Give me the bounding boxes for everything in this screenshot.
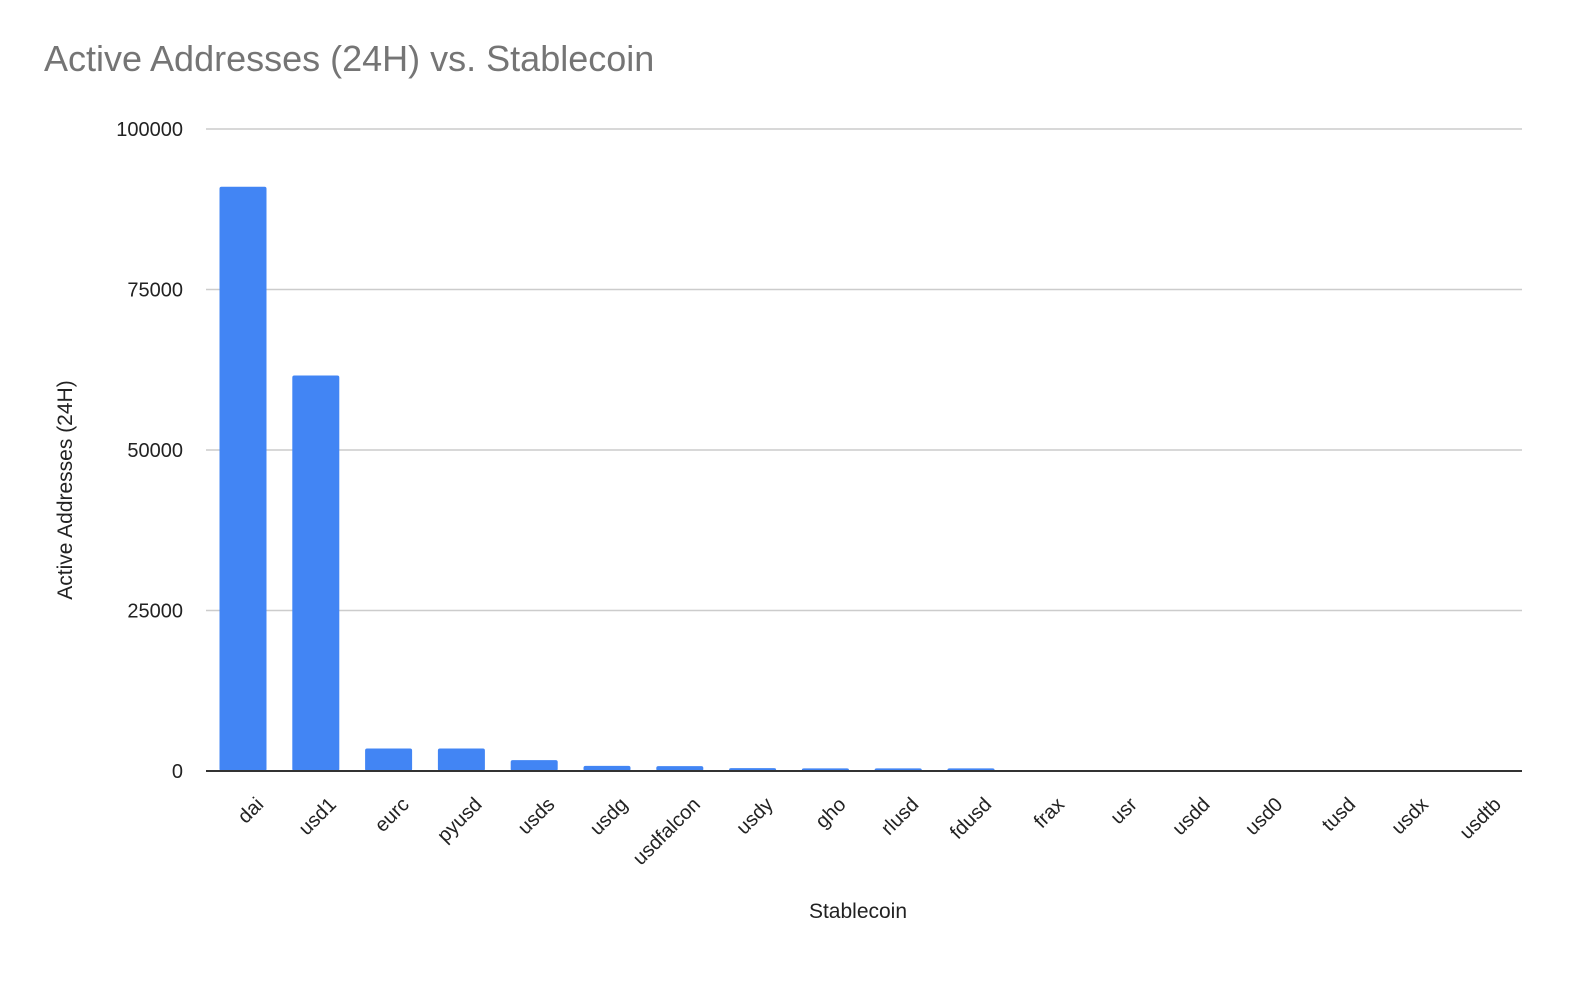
bar-usdfalcon [656,766,704,771]
gridlines [206,128,1522,612]
x-tick-label: usdd [1168,794,1214,840]
x-tick-label: usd0 [1241,794,1287,840]
y-axis-title: Active Addresses (24H) [54,380,77,599]
x-tick-label: usdx [1388,794,1433,839]
x-tick-label: gho [811,794,850,833]
bar-dai [219,186,267,771]
x-axis-title: Stablecoin [809,900,907,923]
x-tick-label: tusd [1318,794,1360,836]
x-tick-label: usd1 [295,794,341,840]
x-tick-label: usdtb [1456,794,1506,844]
x-tick-label: usdy [732,794,777,839]
y-axis-ticks: 0 25000 50000 75000 100000 [116,119,183,783]
y-tick-label: 75000 [127,280,183,302]
chart-title: Active Addresses (24H) vs. Stablecoin [44,38,655,79]
x-tick-label: dai [234,794,268,828]
x-tick-label: usr [1107,793,1142,828]
x-tick-label: frax [1030,794,1069,833]
y-tick-label: 25000 [127,601,183,623]
bars [219,186,1505,771]
bar-eurc [365,748,413,771]
bar-usd1 [292,375,340,771]
y-tick-label: 100000 [116,119,183,141]
x-tick-label: usds [514,794,559,839]
bar-pyusd [437,748,485,771]
x-tick-label: fdusd [946,794,996,844]
x-tick-label: usdg [586,794,632,840]
y-tick-label: 0 [172,761,183,783]
bar-usdg [583,765,631,771]
bar-usds [510,760,558,771]
x-tick-label: eurc [371,794,414,837]
x-tick-label: pyusd [433,794,486,847]
x-tick-label: rlusd [877,794,923,840]
x-tick-label: usdfalcon [629,794,705,870]
y-tick-label: 50000 [127,440,183,462]
